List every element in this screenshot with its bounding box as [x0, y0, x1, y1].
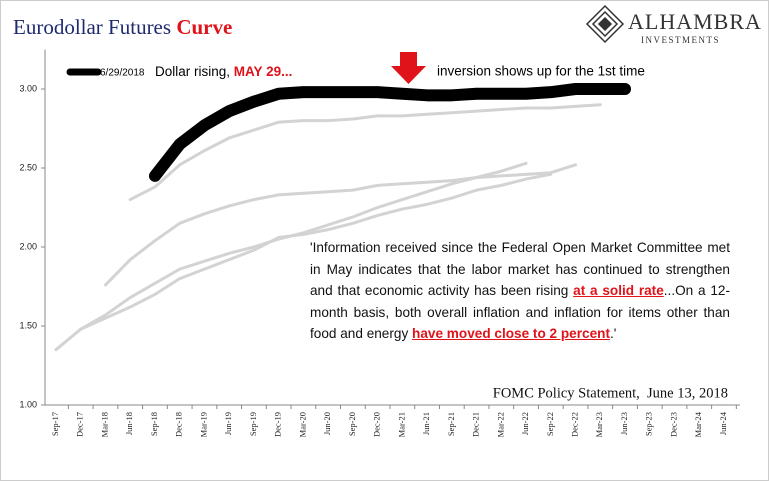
note-text: Dollar rising, — [155, 64, 230, 79]
x-tick-label: Dec-23 — [668, 412, 678, 437]
chart-title: Eurodollar Futures Curve — [13, 15, 232, 39]
x-tick-label: Jun-21 — [421, 412, 431, 435]
logo-name: ALHAMBRA — [628, 9, 762, 34]
y-tick-label: 3.00 — [19, 83, 37, 93]
x-tick-label: Jun-23 — [619, 412, 629, 435]
y-tick-label: 1.50 — [19, 320, 37, 330]
x-tick-label: Dec-18 — [174, 412, 184, 437]
arrow-note: inversion shows up for the 1st time — [437, 64, 645, 79]
series-line — [54, 161, 528, 352]
quote-text: 'Information received since the Federal … — [310, 240, 730, 299]
red-arrow — [391, 52, 426, 84]
x-tick-label: Mar-18 — [99, 412, 109, 437]
quote-text: .' — [610, 326, 617, 342]
x-tick-label: Mar-22 — [495, 412, 505, 437]
title-emphasis: Curve — [176, 15, 232, 39]
quote-emphasis: have moved close to 2 percent — [412, 326, 610, 342]
x-tick-label: Sep-23 — [644, 412, 654, 436]
x-tick-label: Dec-20 — [372, 412, 382, 437]
main-series-line — [148, 83, 632, 182]
x-tick-label: Mar-23 — [594, 412, 604, 437]
x-tick-label: Sep-21 — [446, 412, 456, 436]
x-tick-label: Sep-22 — [545, 412, 555, 436]
x-tick-label: Mar-24 — [693, 411, 703, 437]
logo-mark — [585, 4, 625, 44]
note-emphasis: MAY 29... — [234, 64, 293, 79]
x-tick-label: Sep-20 — [347, 412, 357, 436]
series-line — [128, 103, 602, 202]
x-tick-label: Dec-17 — [75, 412, 85, 437]
x-tick-label: Dec-21 — [471, 412, 481, 437]
quote-emphasis: at a solid rate — [573, 283, 664, 299]
x-tick-label: Mar-20 — [297, 412, 307, 437]
title-main: Eurodollar Futures — [13, 15, 171, 39]
x-tick-label: Jun-22 — [520, 412, 530, 435]
quote: 'Information received since the Federal … — [310, 237, 730, 345]
legend-note: Dollar rising, MAY 29... — [155, 64, 292, 79]
x-tick-label: Jun-20 — [322, 412, 332, 435]
y-tick-label: 2.00 — [19, 241, 37, 251]
series-line — [103, 163, 578, 287]
series-line — [79, 172, 553, 331]
x-tick-label: Dec-22 — [569, 412, 579, 437]
x-tick-label: Jun-19 — [223, 412, 233, 435]
x-tick-label: Sep-19 — [248, 412, 258, 436]
source: FOMC Policy Statement, June 13, 2018 — [493, 385, 728, 401]
x-tick-label: Jun-24 — [718, 411, 728, 435]
logo-tagline: INVESTMENTS — [641, 35, 720, 45]
quote-text: ...On a 12-month basis, both overall inf… — [310, 283, 730, 342]
y-tick-label: 2.50 — [19, 162, 37, 172]
x-tick-label: Jun-18 — [124, 412, 134, 435]
legend-label: 6/29/2018 — [100, 68, 145, 79]
x-tick-label: Sep-17 — [50, 412, 60, 436]
x-tick-label: Mar-21 — [396, 412, 406, 437]
x-tick-label: Dec-19 — [273, 412, 283, 437]
x-tick-label: Sep-18 — [149, 412, 159, 436]
y-tick-label: 1.00 — [19, 399, 37, 409]
x-tick-label: Mar-19 — [198, 412, 208, 437]
